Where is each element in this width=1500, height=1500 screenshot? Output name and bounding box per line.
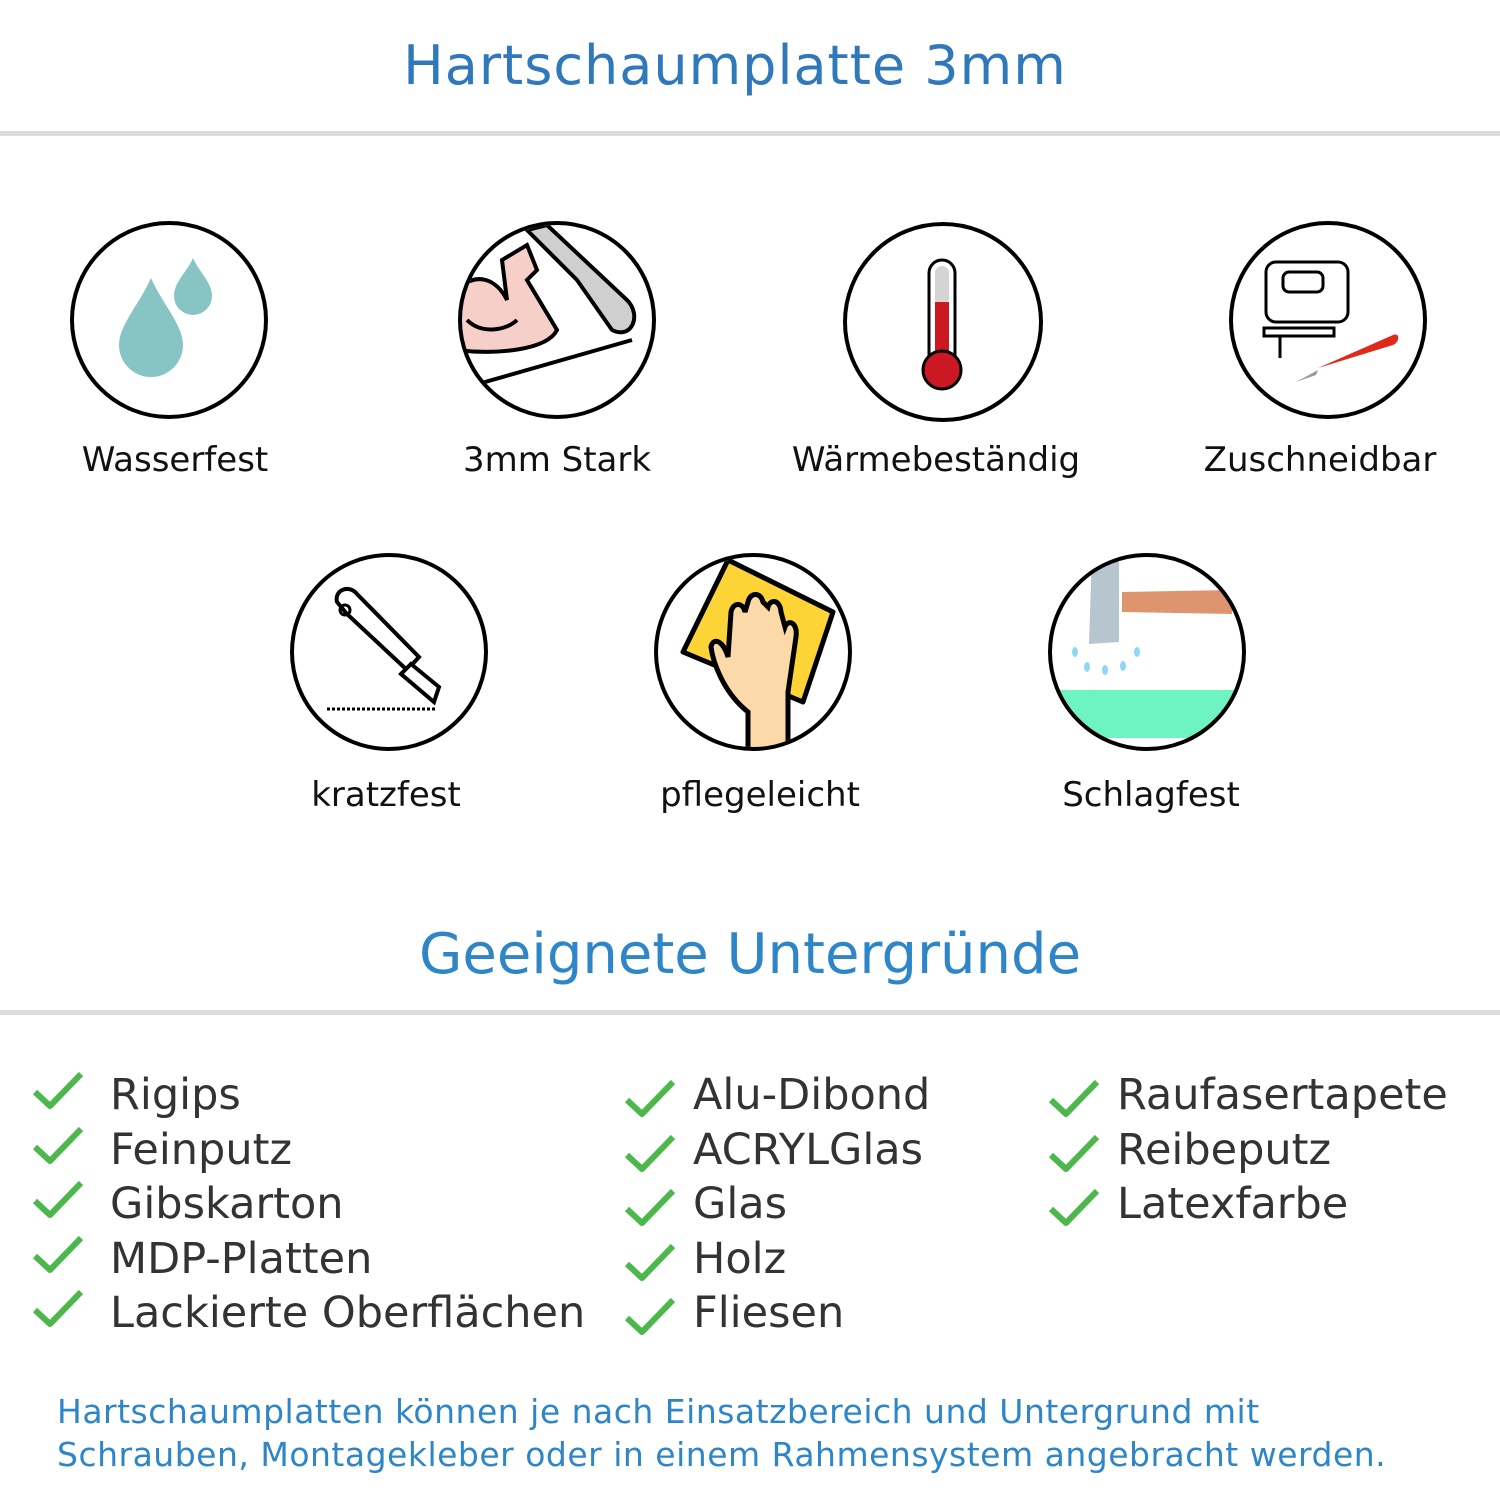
- surface-item: Reibeputz: [1117, 1124, 1332, 1175]
- divider: [0, 131, 1500, 136]
- surface-item: Raufasertapete: [1117, 1070, 1448, 1120]
- divider: [0, 1010, 1500, 1015]
- check-icon: [1048, 1134, 1100, 1172]
- check-icon: [1048, 1188, 1100, 1226]
- check-icon: [624, 1243, 676, 1281]
- surface-item: Rigips: [110, 1070, 241, 1120]
- footer-line: Hartschaumplatten können je nach Einsatz…: [57, 1392, 1260, 1431]
- feature-label: Zuschneidbar: [1203, 440, 1437, 480]
- check-icon: [32, 1126, 84, 1164]
- check-icon: [32, 1180, 84, 1218]
- check-icon: [32, 1235, 84, 1273]
- feature-label: 3mm Stark: [462, 440, 652, 480]
- hammer-icon: [1048, 553, 1246, 751]
- surface-item: Latexfarbe: [1117, 1179, 1349, 1229]
- surface-item: Feinputz: [110, 1124, 293, 1175]
- feature-label: Wärmebeständig: [791, 440, 1081, 480]
- feature-label: kratzfest: [311, 775, 461, 815]
- water-drops-icon: [70, 221, 268, 419]
- strong-arm-icon: [458, 221, 656, 419]
- surface-item: Alu-Dibond: [693, 1070, 931, 1120]
- check-icon: [1048, 1079, 1100, 1117]
- hand-sponge-icon: [654, 553, 852, 751]
- check-icon: [624, 1297, 676, 1335]
- footer-note: Hartschaumplatten können je nach Einsatz…: [57, 1390, 1386, 1476]
- surface-item: Lackierte Oberflächen: [110, 1288, 586, 1338]
- check-icon: [32, 1289, 84, 1327]
- surface-item: ACRYLGlas: [693, 1124, 924, 1175]
- surface-item: MDP-Platten: [110, 1233, 373, 1284]
- surface-item: Gibskarton: [110, 1179, 344, 1229]
- check-icon: [624, 1079, 676, 1117]
- feature-label: Wasserfest: [81, 440, 269, 480]
- feature-label: pflegeleicht: [660, 775, 860, 815]
- feature-label: Schlagfest: [1062, 775, 1240, 815]
- footer-line: Schrauben, Montagekleber oder in einem R…: [57, 1435, 1387, 1474]
- jigsaw-knife-icon: [1229, 221, 1427, 419]
- surface-item: Fliesen: [693, 1288, 845, 1338]
- page-title: Hartschaumplatte 3mm: [403, 34, 1067, 97]
- check-icon: [32, 1071, 84, 1109]
- surface-item: Holz: [693, 1233, 787, 1284]
- check-icon: [624, 1188, 676, 1226]
- surfaces-title: Geeignete Untergründe: [418, 922, 1082, 987]
- thermometer-icon: [843, 222, 1043, 422]
- check-icon: [624, 1134, 676, 1172]
- surface-item: Glas: [693, 1179, 788, 1229]
- cutter-knife-icon: [290, 553, 488, 751]
